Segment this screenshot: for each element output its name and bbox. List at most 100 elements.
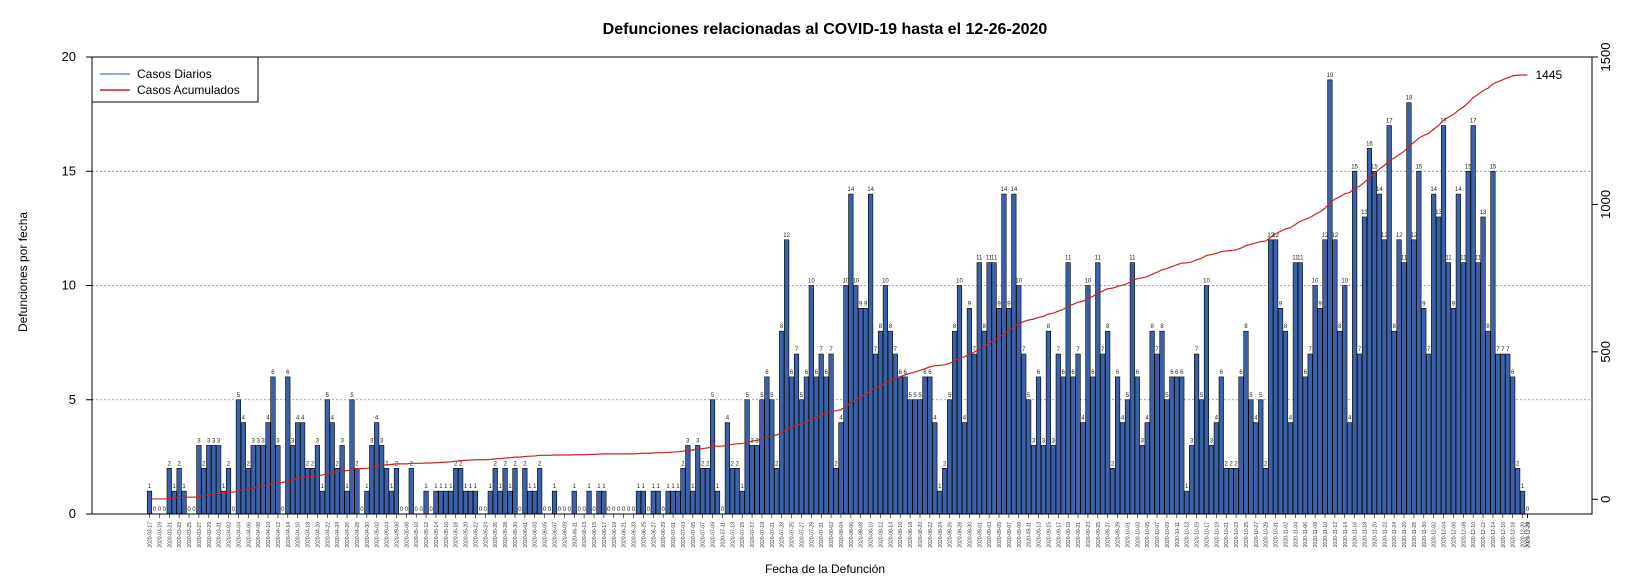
- bar-value-label: 12: [1272, 233, 1279, 239]
- bar-value-label: 2: [1229, 461, 1233, 467]
- bar: [211, 445, 217, 515]
- x-tick-label: 2020-10-13: [1185, 522, 1191, 548]
- bar-value-label: 5: [1165, 393, 1169, 399]
- x-axis-label: Fecha de la Defunción: [765, 562, 885, 576]
- x-tick-label: 2020-10-27: [1254, 522, 1260, 548]
- x-tick-label: 2020-12-04: [1442, 522, 1448, 548]
- bar-value-label: 5: [1259, 393, 1263, 399]
- bar-value-label: 1: [597, 484, 601, 490]
- x-tick-label: 2020-12-24: [1526, 522, 1532, 548]
- bar: [1307, 353, 1313, 515]
- bar-value-label: 3: [276, 438, 280, 444]
- x-axis: 2020-03-17 2020-03-19 2020-03-21 2020-03-23…: [148, 514, 1532, 548]
- bar-value-label: 6: [928, 370, 932, 376]
- bar-value-label: 2: [202, 461, 206, 467]
- x-tick-label: 2020-11-06: [1303, 522, 1309, 547]
- bar: [1189, 445, 1195, 515]
- bar: [1179, 376, 1185, 515]
- x-tick-label: 2020-09-25: [1096, 522, 1102, 548]
- bar: [700, 467, 706, 515]
- bar: [976, 262, 982, 515]
- bar: [166, 467, 172, 515]
- bar: [922, 376, 928, 515]
- bar: [1277, 308, 1284, 515]
- bar-value-label: 6: [765, 370, 769, 376]
- bar-value-label: 11: [1297, 256, 1304, 262]
- bar-value-label: 7: [1358, 347, 1362, 353]
- bar-value-label: 2: [1264, 461, 1268, 467]
- bar-value-label: 11: [1129, 256, 1136, 262]
- bar-value-label: 6: [923, 370, 927, 376]
- bar-value-label: 3: [212, 438, 216, 444]
- bar: [1302, 376, 1308, 515]
- bar-value-label: 7: [1101, 347, 1105, 353]
- bar: [1026, 399, 1032, 515]
- bar: [887, 330, 893, 515]
- bar-value-label: 14: [848, 187, 855, 193]
- x-tick-label: 2020-12-20: [1521, 522, 1527, 548]
- bar: [225, 467, 232, 515]
- x-tick-label: 2020-09-19: [1066, 522, 1072, 548]
- bar: [937, 490, 943, 515]
- bar-value-label: 0: [281, 507, 285, 513]
- bar: [917, 399, 923, 515]
- bar-value-label: 10: [956, 279, 963, 285]
- bar-value-label: 0: [360, 507, 364, 513]
- bar: [868, 193, 874, 515]
- bar-value-label: 7: [829, 347, 833, 353]
- bar-value-label: 3: [197, 438, 201, 444]
- bar: [1075, 353, 1081, 515]
- x-tick-label: 2020-11-24: [1392, 522, 1398, 547]
- bar-value-label: 4: [726, 416, 730, 422]
- bar-value-label: 8: [1392, 324, 1396, 330]
- bar-value-label: 0: [632, 507, 636, 513]
- bar-value-label: 3: [686, 438, 690, 444]
- bar: [734, 467, 740, 515]
- bar-value-label: 0: [518, 507, 522, 513]
- bar: [1110, 467, 1116, 515]
- y2-tick-label: 1000: [1598, 190, 1613, 219]
- bar-value-label: 6: [1091, 370, 1095, 376]
- bar: [408, 467, 414, 515]
- bar-value-label: 11: [1460, 256, 1467, 262]
- end-annotation: 1445: [1536, 68, 1563, 82]
- bar: [388, 490, 395, 515]
- x-tick-label: 2020-07-03: [681, 522, 687, 548]
- x-tick-label: 2020-05-24: [483, 522, 489, 548]
- x-tick-label: 2020-08-14: [888, 522, 894, 548]
- bar: [779, 330, 785, 515]
- bar: [364, 490, 370, 515]
- bar-value-label: 6: [1175, 370, 1179, 376]
- x-tick-label: 2020-06-11: [572, 522, 578, 547]
- bar: [769, 399, 775, 515]
- bar: [329, 422, 335, 515]
- bar-value-label: 5: [711, 393, 715, 399]
- bar-value-label: 2: [736, 461, 740, 467]
- bar: [527, 490, 533, 515]
- bar: [1050, 445, 1056, 515]
- bar: [1391, 330, 1397, 515]
- bar-value-label: 1: [173, 484, 177, 490]
- bar-value-label: 3: [1032, 438, 1036, 444]
- bar: [1105, 330, 1111, 515]
- x-tick-label: 2020-09-21: [1076, 522, 1082, 548]
- x-tick-label: 2020-11-16: [1353, 522, 1359, 547]
- bar: [181, 490, 187, 515]
- bar-value-label: 1: [716, 484, 720, 490]
- bar-value-label: 3: [1190, 438, 1194, 444]
- bar-value-label: 1: [1521, 484, 1525, 490]
- x-tick-label: 2020-03-29: [207, 522, 213, 548]
- bar: [255, 445, 261, 515]
- bar: [1411, 239, 1417, 515]
- bar-value-label: 6: [1511, 370, 1515, 376]
- x-tick-label: 2020-03-27: [197, 522, 203, 548]
- bar-value-label: 12: [1322, 233, 1329, 239]
- x-tick-label: 2020-07-05: [691, 522, 697, 548]
- bar: [729, 467, 735, 515]
- bar-value-label: 1: [741, 484, 745, 490]
- cumulative-line: [149, 74, 1528, 500]
- bar-value-label: 0: [1526, 507, 1530, 513]
- bar: [833, 467, 839, 515]
- bar-value-label: 8: [1047, 324, 1051, 330]
- bar: [1386, 125, 1392, 515]
